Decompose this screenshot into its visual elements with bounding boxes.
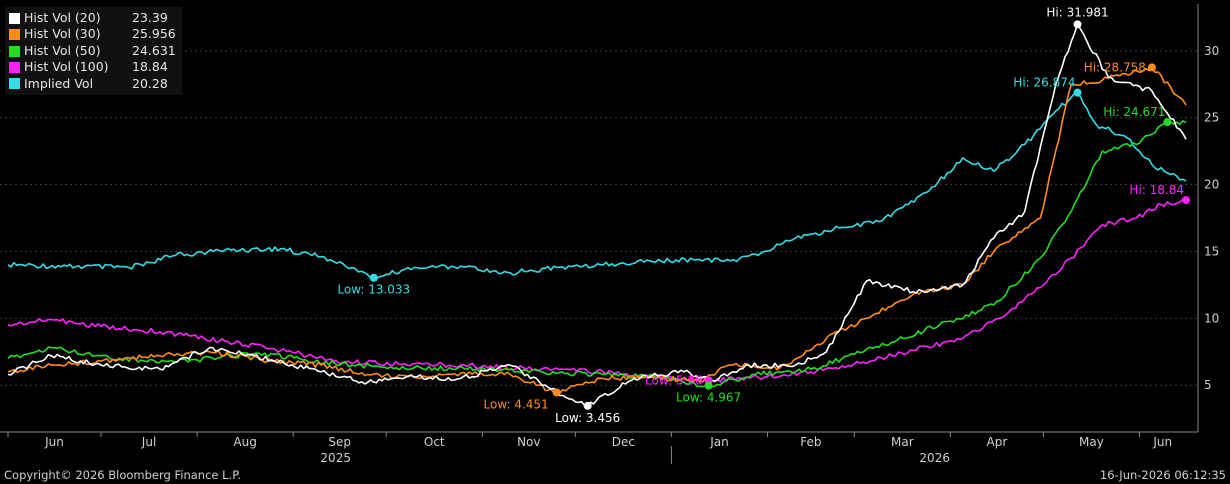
annotation-label: Low: 4.967 (676, 391, 741, 405)
annotation-label: Low: 3.456 (555, 411, 620, 425)
annotation-marker (583, 401, 592, 410)
x-tick-label: Mar (891, 435, 914, 449)
series-line-hist-vol-100- (7, 198, 1187, 383)
x-tick-label: Oct (424, 435, 445, 449)
x-tick-label: Apr (987, 435, 1008, 449)
annotation-label: Hi: 18.84 (1129, 183, 1184, 197)
year-label: 2025 (320, 451, 351, 465)
timestamp-text: 16-Jun-2026 06:12:35 (1099, 468, 1226, 482)
annotation-marker (1163, 118, 1172, 127)
legend-swatch-icon (9, 45, 20, 57)
grid-lines (0, 50, 1198, 386)
x-tick-label: Feb (800, 435, 821, 449)
x-tick-label: Jul (141, 435, 156, 449)
legend-swatch-icon (9, 61, 20, 73)
x-tick-label: Nov (517, 435, 540, 449)
legend-item-hist-vol-20[interactable]: Hist Vol (20) 23.39 (9, 10, 176, 26)
annotation-marker (1182, 196, 1190, 205)
legend-item-hist-vol-100[interactable]: Hist Vol (100) 18.84 (9, 59, 176, 75)
annotation-marker (552, 388, 561, 397)
legend-item-implied-vol[interactable]: Implied Vol 20.28 (9, 76, 176, 92)
legend-swatch-icon (9, 12, 20, 24)
x-tick-label: Dec (612, 435, 635, 449)
legend: Hist Vol (20) 23.39 Hist Vol (30) 25.956… (5, 7, 182, 96)
legend-value: 20.28 (132, 75, 168, 91)
series-line-hist-vol-20- (7, 23, 1187, 407)
annotation-label: Hi: 31.981 (1046, 5, 1108, 19)
annotation-label: Low: 5.36 (645, 373, 703, 387)
annotation-label: Hi: 24.671 (1103, 105, 1165, 119)
annotation-label: Hi: 26.874 (1013, 76, 1075, 90)
x-tick-label: Jan (709, 435, 729, 449)
annotations: Low: 13.033 Low: 4.451 Low: 3.456 Low: 5.36… (337, 5, 1190, 425)
series-line-implied-vol (7, 91, 1187, 280)
y-tick-label: 15 (1204, 244, 1219, 258)
y-tick-label: 20 (1204, 178, 1219, 192)
legend-value: 23.39 (132, 10, 168, 25)
annotation-label: Low: 13.033 (337, 283, 410, 297)
series-lines (7, 23, 1187, 407)
series-line-hist-vol-50- (7, 120, 1187, 388)
legend-value: 18.84 (132, 59, 168, 75)
legend-label: Hist Vol (20) (24, 10, 101, 25)
annotation-label: Hi: 28.758 (1084, 60, 1146, 74)
annotation-marker (1073, 88, 1082, 97)
x-tick-label: Sep (328, 435, 351, 449)
x-tick-label: May (1079, 435, 1104, 449)
legend-label: Hist Vol (30) (24, 26, 101, 42)
x-tick-label: Jun (1152, 435, 1172, 449)
legend-label: Hist Vol (50) (24, 42, 101, 58)
y-tick-label: 25 (1204, 111, 1219, 125)
annotation-marker (1147, 63, 1156, 72)
legend-item-hist-vol-50[interactable]: Hist Vol (50) 24.631 (9, 43, 176, 59)
legend-item-hist-vol-30[interactable]: Hist Vol (30) 25.956 (9, 26, 176, 42)
y-tick-label: 5 (1204, 378, 1212, 392)
y-tick-label: 30 (1204, 44, 1219, 58)
annotation-label: Low: 4.451 (484, 398, 549, 412)
x-tick-label: Jun (44, 435, 64, 449)
annotation-marker (704, 381, 713, 390)
legend-swatch-icon (9, 29, 20, 41)
x-tick-label: Aug (233, 435, 256, 449)
legend-value: 24.631 (132, 42, 176, 58)
legend-label: Implied Vol (24, 75, 94, 91)
series-line-hist-vol-30- (7, 66, 1187, 395)
legend-label: Hist Vol (100) (24, 59, 109, 75)
annotation-marker (1073, 20, 1082, 29)
y-tick-label: 10 (1204, 311, 1219, 325)
legend-swatch-icon (9, 78, 20, 90)
copyright-text: Copyright© 2026 Bloomberg Finance L.P. (4, 468, 241, 482)
year-label: 2026 (919, 451, 950, 465)
annotation-marker (369, 273, 378, 282)
legend-value: 25.956 (132, 26, 176, 42)
